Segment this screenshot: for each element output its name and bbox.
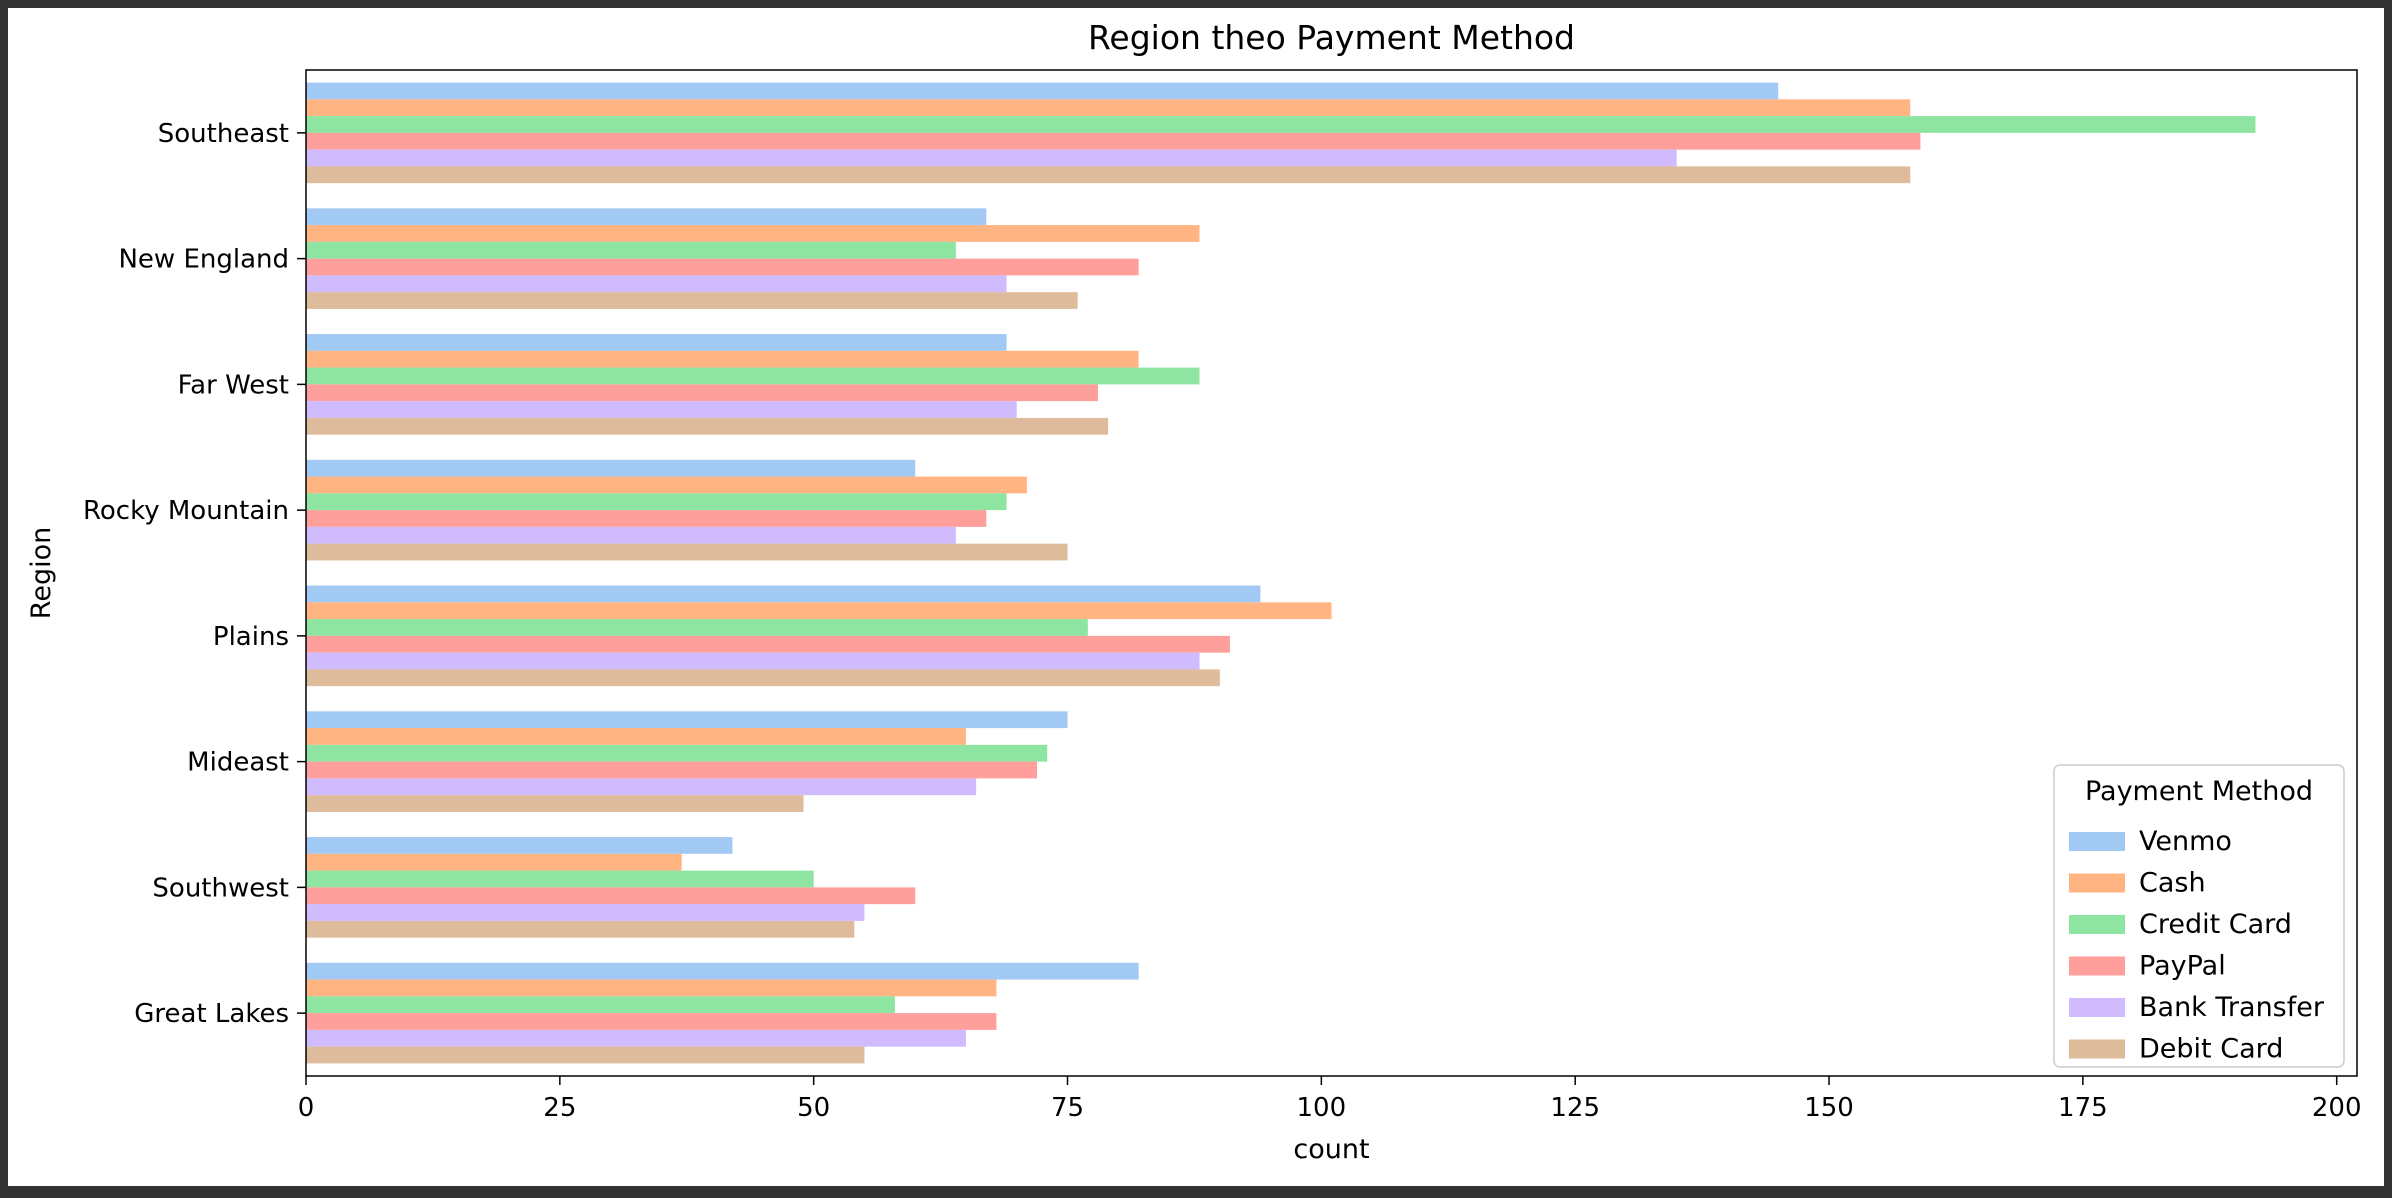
bar-southwest-venmo	[306, 837, 733, 854]
legend-swatch-cash	[2069, 873, 2125, 893]
bar-southeast-debit-card	[306, 166, 1911, 184]
bar-southwest-credit-card	[306, 870, 814, 888]
bar-far-west-debit-card	[306, 417, 1109, 435]
bar-new-england-venmo	[306, 208, 987, 226]
chart: 0 25 50 75 100 125 150 175 200 Southeast New Engl…	[26, 18, 2362, 1165]
bar-far-west-paypal	[306, 384, 1098, 402]
bar-southeast-credit-card	[306, 116, 2256, 133]
bar-southwest-paypal	[306, 887, 916, 905]
bar-southeast-paypal	[306, 132, 1921, 150]
bar-rocky-mountain-debit-card	[306, 543, 1068, 561]
legend-swatch-debit-card	[2069, 1039, 2125, 1059]
legend-swatch-paypal	[2069, 956, 2125, 976]
bar-southeast-venmo	[306, 82, 1779, 100]
legend-box	[2053, 764, 2345, 1068]
y-tick-label-great-lakes: Great Lakes	[134, 999, 289, 1029]
bar-mideast-paypal	[306, 761, 1038, 779]
bar-great-lakes-venmo	[306, 962, 1139, 980]
plot-area	[305, 69, 2358, 1077]
bar-great-lakes-credit-card	[306, 996, 895, 1014]
bar-great-lakes-bank-transfer	[306, 1029, 966, 1047]
bar-far-west-credit-card	[306, 367, 1200, 385]
y-tick-label-mideast: Mideast	[187, 748, 289, 778]
bar-plains-bank-transfer	[306, 652, 1200, 670]
bar-southwest-cash	[306, 853, 682, 871]
bar-southeast-bank-transfer	[306, 149, 1677, 167]
x-tick-label: 25	[543, 1093, 576, 1123]
x-tick-label: 175	[2058, 1093, 2108, 1123]
bar-new-england-cash	[306, 225, 1200, 242]
legend-label-venmo: Venmo	[2139, 826, 2232, 857]
x-axis: 0 25 50 75 100 125 150 175 200	[298, 1076, 2362, 1123]
legend-title: Payment Method	[2085, 776, 2313, 807]
bar-plains-debit-card	[306, 669, 1220, 687]
y-axis: Southeast New England Far West Rocky Mounta…	[83, 119, 306, 1029]
y-tick-label-southwest: Southwest	[152, 873, 289, 903]
x-tick-label: 200	[2312, 1093, 2362, 1123]
x-tick-label: 75	[1051, 1093, 1084, 1123]
bar-new-england-paypal	[306, 258, 1139, 276]
legend-label-paypal: PayPal	[2139, 951, 2226, 982]
bar-rocky-mountain-paypal	[306, 510, 987, 527]
bar-mideast-debit-card	[306, 795, 804, 812]
figure: 0 25 50 75 100 125 150 175 200 Southeast New Engl…	[8, 8, 2384, 1186]
bars-layer	[306, 82, 2256, 1064]
bar-plains-paypal	[306, 635, 1230, 653]
y-axis-label: Region	[26, 527, 57, 619]
y-tick-label-plains: Plains	[213, 622, 289, 652]
bar-mideast-bank-transfer	[306, 778, 977, 796]
bar-new-england-credit-card	[306, 241, 956, 259]
x-tick-label: 150	[1804, 1093, 1854, 1123]
y-tick-label-southeast: Southeast	[158, 119, 289, 149]
bar-rocky-mountain-credit-card	[306, 493, 1007, 511]
bar-rocky-mountain-bank-transfer	[306, 526, 956, 544]
bar-great-lakes-paypal	[306, 1013, 997, 1030]
bar-far-west-cash	[306, 350, 1139, 368]
bar-mideast-venmo	[306, 711, 1068, 729]
legend-items: Venmo Cash Credit Card PayPal Bank Transfer D…	[2069, 826, 2325, 1065]
legend-swatch-credit-card	[2069, 915, 2125, 934]
x-axis-label: count	[1293, 1134, 1369, 1165]
bar-southeast-cash	[306, 99, 1911, 117]
bar-mideast-credit-card	[306, 744, 1048, 762]
bar-plains-venmo	[306, 585, 1261, 603]
y-tick-label-new-england: New England	[118, 245, 289, 275]
y-tick-label-far-west: Far West	[178, 370, 289, 400]
bar-far-west-bank-transfer	[306, 401, 1017, 418]
x-tick-label: 125	[1550, 1093, 1600, 1123]
legend-label-cash: Cash	[2139, 868, 2206, 899]
bar-southwest-bank-transfer	[306, 904, 865, 921]
x-tick-label: 50	[797, 1093, 830, 1123]
bar-rocky-mountain-venmo	[306, 459, 916, 477]
bar-great-lakes-debit-card	[306, 1046, 865, 1064]
legend-label-credit-card: Credit Card	[2139, 909, 2292, 940]
legend-swatch-venmo	[2069, 832, 2125, 851]
bar-rocky-mountain-cash	[306, 476, 1027, 494]
y-tick-label-rocky-mountain: Rocky Mountain	[83, 496, 289, 526]
x-tick-label: 100	[1297, 1093, 1347, 1123]
bar-plains-cash	[306, 602, 1332, 620]
bar-plains-credit-card	[306, 619, 1088, 636]
x-tick-label: 0	[298, 1093, 315, 1123]
legend-label-bank-transfer: Bank Transfer	[2139, 992, 2325, 1023]
legend: Payment Method Venmo Cash Credit Card PayPa…	[2053, 764, 2345, 1068]
bar-new-england-bank-transfer	[306, 275, 1007, 293]
bar-mideast-cash	[306, 728, 966, 745]
bar-great-lakes-cash	[306, 979, 997, 997]
legend-label-debit-card: Debit Card	[2139, 1034, 2283, 1065]
bar-southwest-debit-card	[306, 920, 855, 938]
chart-title: Region theo Payment Method	[1088, 18, 1575, 57]
bar-new-england-debit-card	[306, 292, 1078, 309]
legend-swatch-bank-transfer	[2069, 998, 2125, 1017]
bar-far-west-venmo	[306, 334, 1007, 351]
